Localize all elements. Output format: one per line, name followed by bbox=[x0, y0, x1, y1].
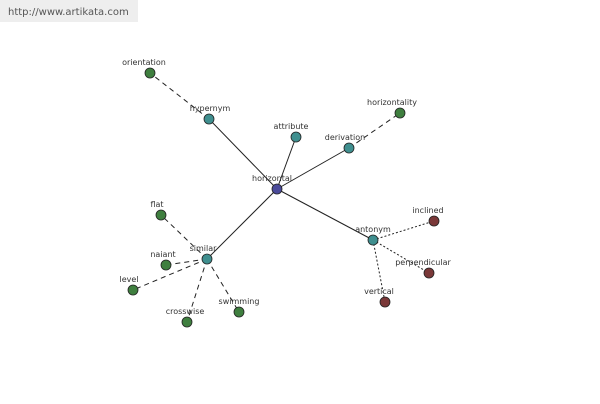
node[interactable] bbox=[201, 253, 213, 265]
node[interactable] bbox=[233, 306, 245, 318]
node-label: vertical bbox=[364, 287, 394, 296]
edge bbox=[372, 220, 435, 241]
node[interactable] bbox=[290, 131, 302, 143]
node[interactable] bbox=[144, 67, 156, 79]
node-label: naiant bbox=[150, 250, 175, 259]
edge bbox=[276, 188, 374, 241]
edges bbox=[132, 72, 435, 323]
edge bbox=[276, 147, 350, 190]
node-label: swimming bbox=[219, 297, 260, 306]
edge bbox=[206, 188, 278, 260]
node[interactable] bbox=[160, 259, 172, 271]
node-label: antonym bbox=[355, 225, 391, 234]
edge bbox=[160, 214, 208, 260]
url[interactable]: http://www.artikata.com bbox=[8, 7, 129, 18]
edge bbox=[276, 136, 297, 190]
edge bbox=[186, 258, 208, 323]
node-label: horizontality bbox=[367, 98, 417, 107]
node-label: crosswise bbox=[166, 307, 205, 316]
node-label: horizontal bbox=[252, 174, 292, 183]
node[interactable] bbox=[367, 234, 379, 246]
edge bbox=[208, 118, 278, 190]
node[interactable] bbox=[428, 215, 440, 227]
node-label: attribute bbox=[274, 122, 309, 131]
header-box bbox=[0, 0, 138, 22]
edge bbox=[372, 239, 386, 303]
labels: horizontal hypernym orientation attribut… bbox=[119, 58, 451, 316]
edge bbox=[206, 258, 240, 313]
node-label: derivation bbox=[325, 133, 365, 142]
node[interactable] bbox=[343, 142, 355, 154]
node[interactable] bbox=[203, 113, 215, 125]
edge bbox=[132, 258, 208, 291]
edge bbox=[149, 72, 210, 120]
node[interactable] bbox=[271, 183, 283, 195]
node[interactable] bbox=[423, 267, 435, 279]
node-label: inclined bbox=[412, 206, 443, 215]
node[interactable] bbox=[181, 316, 193, 328]
node[interactable] bbox=[155, 209, 167, 221]
node-label: level bbox=[119, 275, 138, 284]
edge bbox=[372, 239, 430, 274]
node-label: perpendicular bbox=[395, 258, 451, 267]
edge bbox=[165, 258, 208, 266]
node[interactable] bbox=[394, 107, 406, 119]
node-label: hypernym bbox=[190, 104, 231, 113]
node-label: flat bbox=[150, 200, 163, 209]
nodes bbox=[127, 67, 440, 328]
node[interactable] bbox=[127, 284, 139, 296]
node[interactable] bbox=[379, 296, 391, 308]
node-label: similar bbox=[190, 244, 218, 253]
node-label: orientation bbox=[122, 58, 166, 67]
edge bbox=[348, 112, 401, 149]
